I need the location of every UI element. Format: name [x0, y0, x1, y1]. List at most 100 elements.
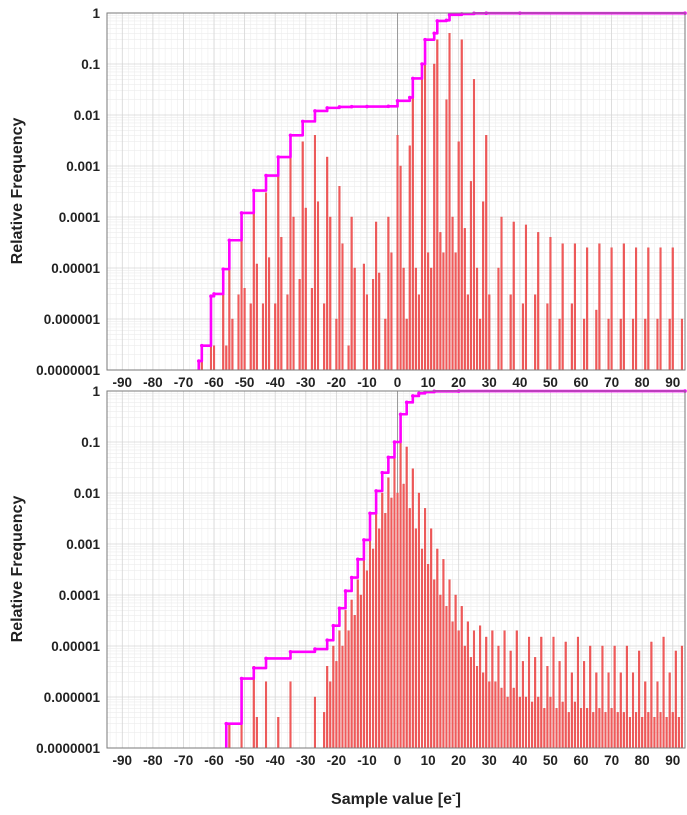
- bar: [326, 156, 329, 371]
- x-tick-label: -80: [143, 375, 163, 390]
- bar: [586, 708, 589, 749]
- bar: [427, 564, 430, 749]
- bar: [298, 279, 301, 371]
- x-tick-label: 30: [482, 753, 497, 768]
- bar: [531, 701, 534, 749]
- bar: [680, 645, 683, 749]
- bar: [225, 345, 228, 371]
- cumulative-point: [380, 470, 385, 475]
- bar: [659, 247, 662, 371]
- cumulative-point: [288, 649, 293, 654]
- bar: [200, 360, 203, 371]
- bar: [583, 661, 586, 749]
- cumulative-point: [374, 489, 378, 493]
- y-tick-label: 1: [92, 6, 100, 21]
- x-tick-label: -40: [265, 375, 285, 390]
- bar: [375, 508, 378, 749]
- bar: [372, 548, 375, 749]
- bar: [573, 701, 576, 749]
- cumulative-point: [395, 98, 400, 103]
- cumulative-point: [337, 606, 342, 611]
- bar: [329, 216, 332, 371]
- bar: [378, 528, 381, 749]
- cumulative-point: [355, 557, 360, 562]
- cumulative-point: [435, 19, 440, 23]
- bar: [497, 645, 500, 749]
- bar: [619, 672, 622, 749]
- bar: [622, 712, 625, 749]
- bar: [534, 657, 537, 749]
- bar: [628, 717, 631, 749]
- bar: [521, 661, 524, 749]
- cumulative-point: [325, 106, 329, 110]
- bar: [384, 513, 387, 749]
- y-tick-label: 0.0001: [59, 588, 101, 603]
- bar: [350, 216, 353, 371]
- bar: [405, 446, 408, 749]
- bar: [521, 303, 524, 371]
- bar: [576, 636, 580, 749]
- x-tick-label: -80: [143, 753, 163, 768]
- cumulative-point: [264, 173, 268, 178]
- bar: [396, 135, 399, 371]
- cumulative-point: [313, 647, 317, 651]
- x-tick-label: 20: [451, 753, 466, 768]
- cumulative-point: [411, 394, 415, 398]
- bar: [414, 528, 417, 749]
- x-tick-label: 20: [451, 375, 466, 390]
- bar: [549, 237, 552, 371]
- bar: [368, 528, 372, 749]
- bar: [387, 477, 390, 749]
- plot-frame: [106, 390, 686, 749]
- plot-area: [107, 391, 685, 748]
- bar: [665, 717, 668, 749]
- bar: [399, 426, 402, 749]
- bar: [561, 243, 564, 371]
- bar: [445, 99, 448, 371]
- bar: [638, 650, 641, 749]
- bar: [289, 681, 292, 749]
- y-tick-label: 0.001: [66, 537, 100, 552]
- bar: [601, 645, 604, 749]
- bar: [280, 237, 283, 371]
- bar: [564, 641, 567, 749]
- x-tick-label: 60: [574, 375, 589, 390]
- bar: [249, 303, 252, 371]
- bar: [619, 318, 622, 371]
- bar: [356, 579, 359, 749]
- bar: [378, 272, 381, 371]
- chart-panel-1: -90 -80 -70 -60 -50 -40 -30 -20 -10 0 10 20 30 40 50 60…: [9, 6, 687, 409]
- cumulative-point: [398, 412, 403, 417]
- y-tick-label: 0.1: [81, 435, 100, 450]
- bar: [595, 672, 598, 749]
- cumulative-point: [349, 575, 354, 580]
- cumulative-point: [386, 455, 391, 460]
- bar: [644, 681, 647, 749]
- bar: [494, 681, 497, 749]
- bar: [433, 63, 436, 371]
- cumulative-point: [343, 589, 348, 593]
- bar: [274, 303, 277, 371]
- bar: [500, 216, 503, 371]
- y-axis-title: Relative Frequency: [9, 118, 26, 265]
- cumulative-line: [197, 11, 687, 370]
- bar: [469, 657, 472, 749]
- x-tick-label: -70: [174, 753, 194, 768]
- bar: [469, 181, 472, 371]
- bar: [381, 492, 384, 749]
- bar: [338, 630, 341, 749]
- bar: [506, 696, 509, 749]
- cumulative-point: [407, 95, 412, 100]
- cumulative-point: [365, 104, 369, 109]
- bar: [405, 318, 408, 371]
- x-tick-label: 0: [394, 753, 402, 768]
- y-tick-label: 0.01: [74, 486, 101, 501]
- cumulative-point: [331, 623, 336, 628]
- bar: [436, 548, 439, 749]
- bar: [595, 309, 598, 371]
- bar: [240, 221, 243, 371]
- bar: [289, 145, 292, 371]
- cumulative-point: [392, 440, 397, 444]
- cumulative-point: [264, 656, 268, 661]
- cumulative-point: [276, 155, 281, 159]
